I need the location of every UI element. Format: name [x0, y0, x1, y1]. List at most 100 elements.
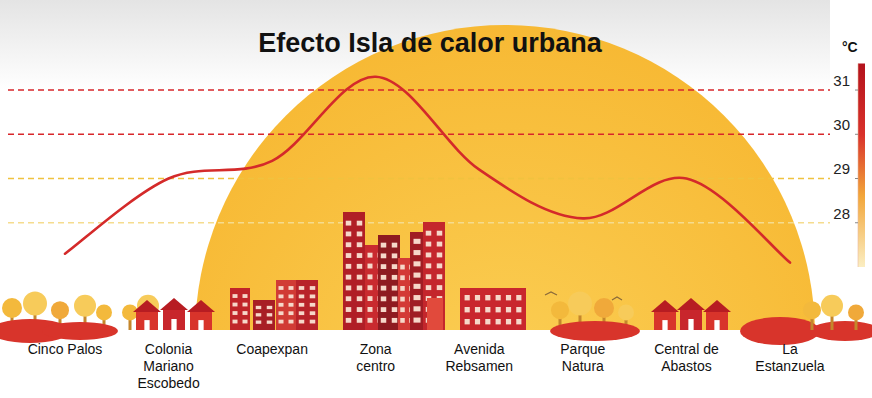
window	[310, 303, 316, 307]
tree	[848, 304, 864, 320]
title: Efecto Isla de calor urbana	[258, 28, 603, 58]
chart: Efecto Isla de calor urbana°C28293031Cin…	[0, 0, 872, 398]
roof	[651, 300, 679, 312]
window	[357, 253, 363, 258]
window	[243, 294, 248, 298]
building	[423, 222, 445, 330]
window	[381, 318, 387, 323]
building	[230, 288, 250, 330]
grid-line	[8, 89, 830, 91]
x-tick-label-line: Rebsamen	[445, 358, 513, 374]
window	[368, 264, 373, 269]
window	[279, 295, 284, 299]
tree	[568, 292, 592, 316]
data-line	[65, 77, 790, 263]
window	[310, 311, 316, 315]
window	[346, 286, 352, 291]
x-tick-label-line: Escobedo	[137, 375, 199, 391]
window	[414, 295, 421, 300]
building	[460, 288, 526, 330]
window	[256, 321, 262, 324]
sun	[195, 25, 815, 330]
building	[427, 298, 443, 330]
hill	[810, 321, 872, 341]
window	[414, 273, 421, 278]
window	[400, 286, 405, 291]
window	[414, 318, 421, 323]
house	[680, 310, 702, 330]
window	[299, 286, 305, 290]
tree	[74, 295, 96, 317]
window	[289, 311, 294, 315]
window	[485, 307, 490, 312]
door	[144, 320, 149, 330]
window	[506, 319, 511, 324]
window	[233, 294, 238, 298]
window	[381, 243, 387, 248]
window	[233, 311, 238, 315]
y-tick-label: 29	[833, 160, 850, 177]
window	[346, 275, 352, 280]
window	[437, 231, 443, 236]
house	[136, 312, 158, 330]
window	[465, 307, 470, 312]
y-tick-label: 28	[833, 205, 850, 222]
tree	[618, 304, 634, 320]
window	[256, 306, 262, 309]
window	[357, 242, 363, 247]
x-tick-label-line: Coapexpan	[236, 341, 308, 357]
building	[276, 280, 296, 330]
window	[426, 263, 432, 268]
window	[357, 318, 363, 323]
hill	[740, 317, 820, 345]
window	[506, 295, 511, 300]
grid-line	[8, 222, 830, 224]
window	[346, 318, 352, 323]
window	[506, 307, 511, 312]
x-tick-label-line: Zona	[360, 341, 392, 357]
y-axis-label: °C	[842, 39, 858, 55]
window	[357, 307, 363, 312]
house	[706, 312, 728, 330]
window	[496, 307, 501, 312]
window	[357, 221, 363, 226]
x-tick-label-line: Central de	[654, 341, 719, 357]
window	[475, 319, 480, 324]
window	[279, 303, 284, 307]
x-tick-label-line: Abastos	[661, 358, 712, 374]
house	[654, 312, 676, 330]
roof	[133, 300, 161, 312]
grid-line	[8, 133, 830, 135]
window	[437, 263, 443, 268]
window	[256, 313, 262, 316]
window	[346, 242, 352, 247]
window	[392, 243, 398, 248]
x-tick-label-line: Cinco Palos	[28, 341, 103, 357]
window	[299, 295, 305, 299]
window	[243, 311, 248, 315]
window	[426, 231, 432, 236]
x-tick-label-line: La	[782, 341, 798, 357]
y-tick-label: 31	[833, 72, 850, 89]
window	[299, 311, 305, 315]
window	[496, 295, 501, 300]
y-tick	[855, 178, 858, 179]
x-tick-label: LaEstanzuela	[755, 341, 824, 374]
hill	[42, 322, 118, 340]
window	[346, 232, 352, 237]
window	[233, 303, 238, 307]
tree	[122, 304, 138, 320]
window	[381, 275, 387, 280]
door	[662, 320, 667, 330]
window	[346, 307, 352, 312]
window	[437, 253, 443, 258]
window	[381, 296, 387, 301]
tree	[803, 301, 821, 319]
x-tick-label: Cinco Palos	[28, 341, 103, 357]
scenery	[0, 212, 872, 345]
window	[243, 303, 248, 307]
window	[310, 320, 316, 324]
window	[233, 320, 238, 324]
window	[392, 264, 398, 269]
building	[296, 280, 318, 330]
